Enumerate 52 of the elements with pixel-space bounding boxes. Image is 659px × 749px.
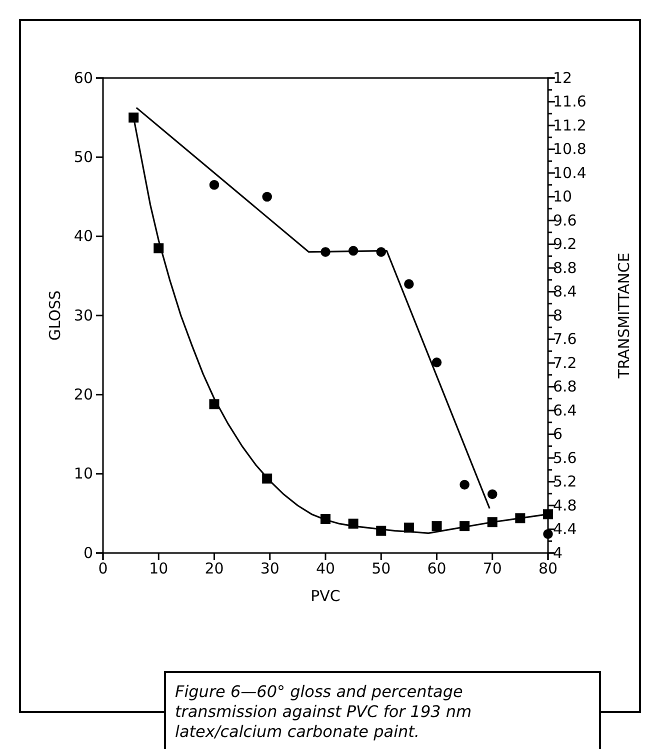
y-tick-label: 30	[74, 306, 93, 324]
point	[432, 521, 442, 532]
point	[460, 480, 470, 490]
y2-tick-label: 8.8	[553, 258, 577, 277]
point	[128, 112, 139, 123]
y-tick-label: 40	[74, 227, 93, 246]
point	[209, 180, 220, 190]
y2-tick-label: 4	[553, 544, 563, 562]
y2-tick-label: 9.2	[553, 235, 577, 254]
y-tick-label: 0	[83, 544, 93, 562]
point	[543, 529, 553, 539]
y2-tick-label: 10.4	[553, 164, 586, 182]
caption: Figure 6—60° gloss and percentage transmission against PVC for 193 nm latex/calcium carbonate paint.	[175, 682, 472, 741]
point	[404, 279, 414, 289]
y2-tick-label: 11.6	[553, 92, 586, 111]
y2-tick-label: 6.4	[553, 401, 577, 420]
y2-tick-label: 10	[553, 188, 572, 206]
x-tick-label: 50	[372, 560, 391, 578]
x-tick-label: 60	[427, 560, 446, 578]
y-axis-title: GLOSS	[46, 290, 64, 341]
x-tick-label: 80	[538, 560, 558, 578]
x-tick-label: 40	[316, 560, 336, 578]
y2-tick-label: 7.6	[553, 330, 577, 348]
point	[432, 358, 442, 368]
y2-tick-label: 10.8	[553, 140, 586, 158]
x-tick-label: 20	[204, 560, 224, 578]
y2-tick-label: 6	[553, 425, 563, 444]
y2-tick-label: 8.4	[553, 282, 577, 301]
y2-tick-label: 5.6	[553, 448, 577, 467]
y2-tick-label: 4.4	[553, 520, 577, 538]
point	[262, 192, 272, 202]
y2-tick-label: 8	[553, 306, 563, 324]
x-tick-label: 30	[260, 560, 280, 578]
y2-axis-title: TRANSMITTANCE	[615, 252, 633, 380]
y2-tick-label: 4.8	[553, 496, 577, 514]
point	[543, 509, 553, 520]
point	[487, 489, 498, 500]
x-tick-label: 70	[482, 560, 502, 578]
x-tick-label: 10	[149, 560, 168, 578]
x-tick-label: 0	[98, 560, 108, 578]
line-series	[136, 106, 490, 510]
y2-tick-label: 6.8	[553, 378, 577, 396]
y-tick-label: 20	[74, 385, 93, 404]
y-tick-label: 10	[74, 464, 93, 483]
y2-tick-label: 5.2	[553, 472, 577, 491]
y2-tick-label: 7.2	[553, 354, 577, 372]
y-tick-label: 60	[74, 68, 93, 87]
y2-tick-label: 11.2	[553, 116, 586, 134]
y-tick-label: 50	[74, 148, 93, 166]
y2-tick-label: 9.6	[553, 211, 577, 230]
x-axis-title: PVC	[310, 587, 340, 605]
y2-tick-label: 12	[553, 68, 572, 87]
